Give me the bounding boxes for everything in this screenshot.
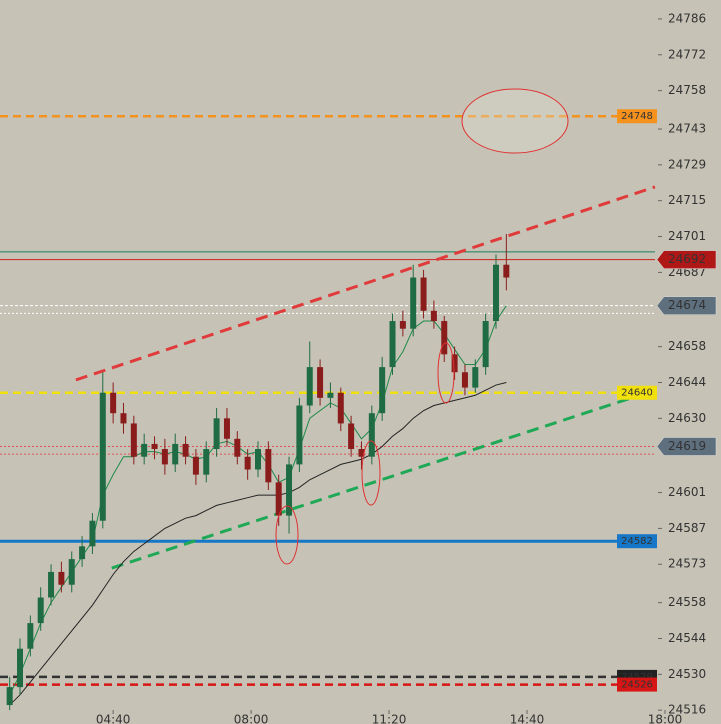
candle-body — [286, 464, 293, 516]
candle-body — [399, 321, 406, 329]
candle-body — [99, 392, 106, 521]
candle-body — [275, 482, 282, 516]
y-tick-label: 24701 — [668, 229, 706, 243]
level-label: 24619 — [668, 439, 706, 453]
candle-body — [68, 559, 75, 585]
x-tick-label: 04:40 — [96, 713, 131, 724]
candle-body — [482, 321, 489, 368]
y-tick-label: 24601 — [668, 485, 706, 499]
candle-body — [389, 321, 396, 368]
candle-body — [58, 571, 65, 585]
level-label: 24529 — [621, 672, 653, 683]
y-tick-label: 24758 — [668, 83, 706, 97]
candle-body — [410, 277, 417, 329]
candle-body — [192, 456, 199, 475]
y-tick-label: 24644 — [668, 375, 706, 389]
y-tick-label: 24786 — [668, 11, 706, 25]
candle-body — [254, 449, 261, 470]
candle-body — [6, 687, 13, 706]
candle-body — [48, 571, 55, 598]
level-label: 24748 — [621, 111, 653, 122]
candle-body — [223, 418, 230, 439]
candle-body — [379, 367, 386, 414]
trendline — [111, 388, 656, 570]
candle-body — [492, 264, 499, 322]
level-label: 24582 — [621, 536, 653, 547]
y-tick-label: 24587 — [668, 521, 706, 535]
candle-body — [358, 449, 365, 457]
candle-body — [306, 367, 313, 406]
level-label: 24526 — [621, 680, 653, 691]
level-label: 24674 — [668, 298, 706, 312]
y-tick-label: 24558 — [668, 595, 706, 609]
level-label: 24640 — [621, 388, 653, 399]
candle-body — [120, 413, 127, 424]
candle-body — [234, 438, 241, 457]
level-badge — [617, 534, 657, 549]
candle-body — [327, 392, 334, 398]
level-badge — [656, 250, 717, 269]
candle-body — [420, 277, 427, 311]
y-tick-label: 24530 — [668, 667, 706, 681]
candle-body — [472, 367, 479, 388]
candle-body — [317, 367, 324, 398]
level-badge — [617, 109, 657, 124]
level-badge — [656, 437, 717, 456]
candle-body — [265, 449, 272, 483]
level-badge — [617, 385, 657, 400]
candle-body — [213, 418, 220, 450]
candle-body — [27, 623, 34, 649]
y-tick-label: 24743 — [668, 122, 706, 136]
candle-body — [151, 443, 158, 450]
annotation-ellipse — [461, 88, 569, 154]
moving-average — [9, 381, 507, 706]
candle-body — [296, 405, 303, 465]
y-tick-label: 24772 — [668, 47, 706, 61]
candle-body — [110, 392, 117, 414]
candle-body — [79, 546, 86, 560]
candle-body — [161, 449, 168, 465]
candle-body — [348, 423, 355, 450]
annotation-ellipse — [361, 440, 381, 506]
x-tick-label: 14:40 — [510, 713, 545, 724]
level-label: 24692 — [668, 252, 706, 266]
x-tick-label: 18:00 — [648, 713, 683, 724]
candle-body — [368, 413, 375, 457]
candle-body — [503, 264, 510, 278]
x-tick-label: 08:00 — [234, 713, 269, 724]
candle-body — [172, 443, 179, 465]
candle-body — [17, 648, 24, 688]
candle-body — [130, 423, 137, 457]
candle-body — [244, 456, 251, 470]
trendline — [75, 185, 656, 382]
candle-body — [430, 310, 437, 322]
level-badge — [617, 677, 657, 692]
candle-body — [203, 449, 210, 475]
candle-body — [461, 372, 468, 388]
y-tick-label: 24573 — [668, 557, 706, 571]
x-tick-label: 11:20 — [372, 713, 407, 724]
candle-body — [441, 321, 448, 355]
level-badge — [656, 296, 717, 315]
price-axis: 2478624772247582474324729247152470124687… — [96, 11, 717, 724]
y-tick-label: 24630 — [668, 411, 706, 425]
y-tick-label: 24715 — [668, 193, 706, 207]
y-tick-label: 24729 — [668, 157, 706, 171]
y-tick-label: 24544 — [668, 631, 706, 645]
annotation-ellipse — [437, 342, 455, 404]
candle-body — [89, 520, 96, 547]
y-tick-label: 24516 — [668, 703, 706, 717]
candle-body — [141, 443, 148, 457]
candle-body — [451, 354, 458, 373]
candle-body — [37, 597, 44, 624]
candle-body — [337, 392, 344, 424]
candle-body — [182, 443, 189, 457]
plot-area — [0, 114, 656, 711]
annotation-ellipse — [275, 505, 299, 565]
annotations — [275, 88, 569, 565]
y-tick-label: 24658 — [668, 339, 706, 353]
